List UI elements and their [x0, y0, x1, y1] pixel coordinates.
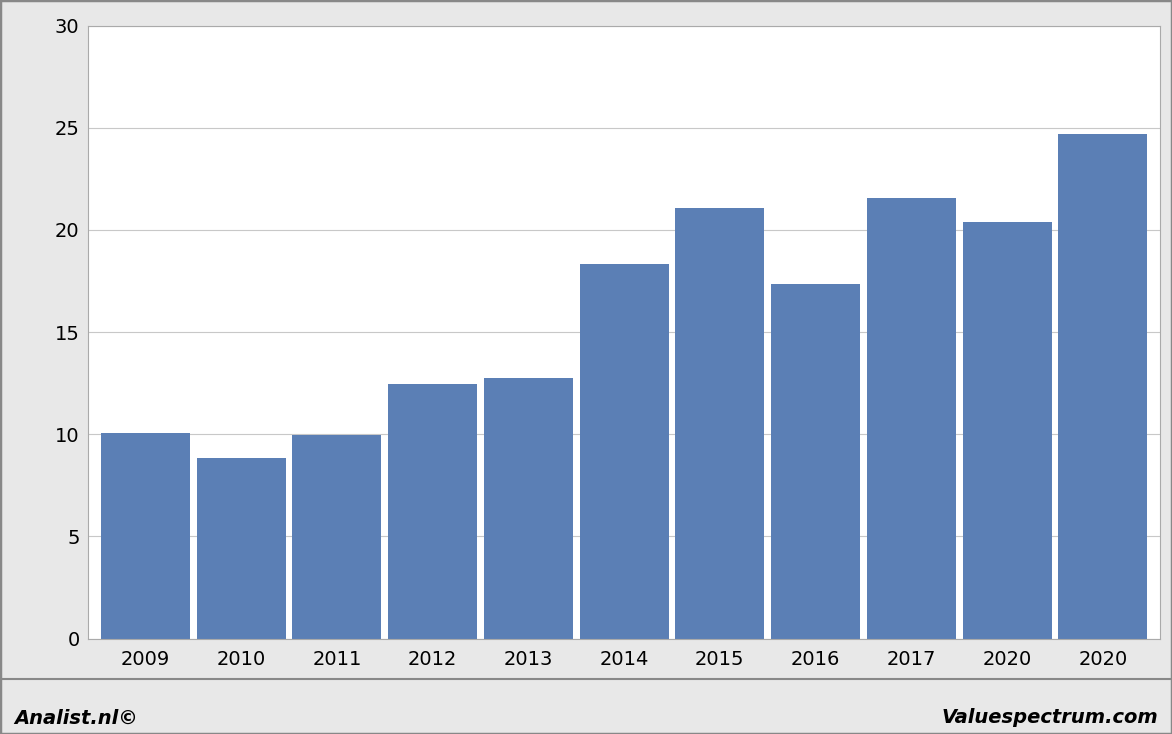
Bar: [962, 222, 1051, 639]
Bar: [484, 378, 573, 639]
Bar: [580, 264, 668, 639]
Bar: [675, 208, 764, 639]
Bar: [197, 458, 286, 639]
Text: Valuespectrum.com: Valuespectrum.com: [941, 708, 1158, 727]
Text: Analist.nl©: Analist.nl©: [14, 708, 138, 727]
Bar: [292, 435, 381, 639]
Bar: [101, 433, 190, 639]
Bar: [1058, 134, 1147, 639]
Bar: [867, 198, 956, 639]
Bar: [388, 384, 477, 639]
Bar: [771, 284, 860, 639]
